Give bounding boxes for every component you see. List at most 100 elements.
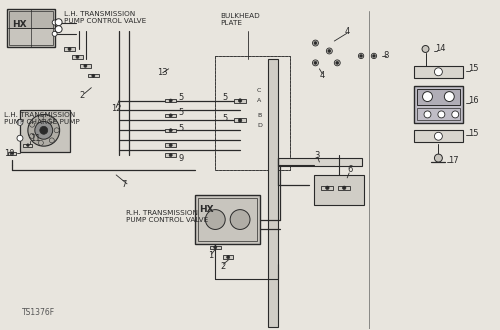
Text: 10: 10 [4, 148, 14, 158]
Circle shape [169, 99, 172, 102]
Circle shape [314, 61, 317, 64]
Text: 2: 2 [80, 91, 84, 100]
Circle shape [238, 118, 242, 122]
Text: 11: 11 [30, 134, 40, 143]
Text: 5: 5 [178, 93, 184, 102]
Circle shape [26, 144, 29, 147]
Circle shape [434, 132, 442, 140]
Bar [278, 158, 362, 166]
Bar [268, 59, 278, 327]
Bar [416, 89, 460, 105]
Text: BULKHEAD
PLATE: BULKHEAD PLATE [220, 13, 260, 26]
Circle shape [92, 74, 95, 77]
Circle shape [214, 246, 217, 249]
Bar [166, 129, 176, 132]
Circle shape [326, 186, 329, 190]
Text: 5: 5 [178, 124, 184, 133]
Circle shape [54, 128, 59, 133]
Text: 8: 8 [384, 51, 389, 60]
Circle shape [17, 119, 23, 125]
Circle shape [372, 53, 376, 59]
Text: B: B [257, 113, 261, 118]
Text: 15: 15 [468, 64, 478, 73]
Bar [414, 86, 463, 123]
Text: 15: 15 [468, 129, 478, 138]
Bar [80, 64, 90, 68]
Circle shape [55, 19, 62, 26]
Circle shape [169, 144, 172, 147]
Bar [322, 186, 334, 190]
Text: HX: HX [200, 205, 214, 214]
Circle shape [30, 122, 35, 127]
Circle shape [422, 92, 432, 102]
Circle shape [342, 186, 346, 190]
Bar [210, 246, 220, 249]
Circle shape [30, 133, 35, 138]
Bar [216, 56, 290, 170]
Circle shape [84, 64, 87, 67]
Circle shape [372, 54, 376, 57]
Bar [223, 255, 234, 259]
Text: 5: 5 [222, 114, 228, 123]
Bar [7, 9, 54, 47]
Circle shape [52, 31, 57, 36]
Text: L.H. TRANSMISSION
PUMP CONTROL VALVE: L.H. TRANSMISSION PUMP CONTROL VALVE [64, 11, 146, 24]
Text: 5: 5 [178, 108, 184, 117]
Text: 12: 12 [111, 104, 122, 113]
Text: 16: 16 [468, 96, 479, 105]
Circle shape [452, 111, 458, 118]
Bar [414, 66, 463, 78]
Bar [198, 198, 257, 241]
Circle shape [334, 60, 340, 66]
Bar [20, 111, 70, 152]
Bar [414, 130, 463, 142]
Text: R.H. TRANSMISSION
PUMP CONTROL VALVE: R.H. TRANSMISSION PUMP CONTROL VALVE [126, 210, 208, 223]
Circle shape [434, 154, 442, 162]
Circle shape [28, 115, 60, 146]
Text: 13: 13 [157, 68, 168, 77]
Bar [338, 186, 350, 190]
Circle shape [35, 121, 52, 139]
Text: 9: 9 [178, 153, 184, 163]
Circle shape [360, 54, 362, 57]
Circle shape [169, 129, 172, 132]
Bar [216, 56, 290, 170]
Text: 3: 3 [314, 150, 320, 160]
Bar [314, 175, 364, 205]
Text: L.H. TRANSMISSION
PUMP CHARGE PUMP: L.H. TRANSMISSION PUMP CHARGE PUMP [4, 113, 80, 125]
Circle shape [55, 26, 62, 33]
Text: TS1376F: TS1376F [22, 308, 55, 317]
Circle shape [358, 53, 364, 59]
Circle shape [328, 50, 331, 52]
Bar [234, 99, 246, 103]
Bar [166, 114, 176, 117]
Circle shape [230, 210, 250, 229]
Circle shape [312, 40, 318, 46]
Circle shape [52, 20, 57, 25]
Bar [88, 74, 99, 78]
Bar [166, 153, 176, 157]
Circle shape [169, 114, 172, 117]
Circle shape [238, 99, 242, 102]
Bar [196, 195, 260, 244]
Text: 4: 4 [344, 27, 350, 36]
Circle shape [50, 118, 54, 123]
Text: 4: 4 [320, 71, 324, 80]
Text: 5: 5 [222, 93, 228, 102]
Circle shape [434, 68, 442, 76]
Bar [9, 11, 52, 28]
Circle shape [10, 152, 14, 154]
Bar [72, 55, 83, 59]
Text: D: D [257, 123, 262, 128]
Bar [9, 28, 52, 45]
Circle shape [336, 61, 338, 64]
Circle shape [226, 256, 230, 259]
Circle shape [50, 138, 54, 143]
Circle shape [326, 48, 332, 54]
Circle shape [76, 55, 79, 58]
Bar [8, 151, 16, 154]
Circle shape [314, 42, 317, 45]
Bar [64, 47, 74, 51]
Circle shape [169, 153, 172, 157]
Text: 7: 7 [121, 180, 126, 189]
